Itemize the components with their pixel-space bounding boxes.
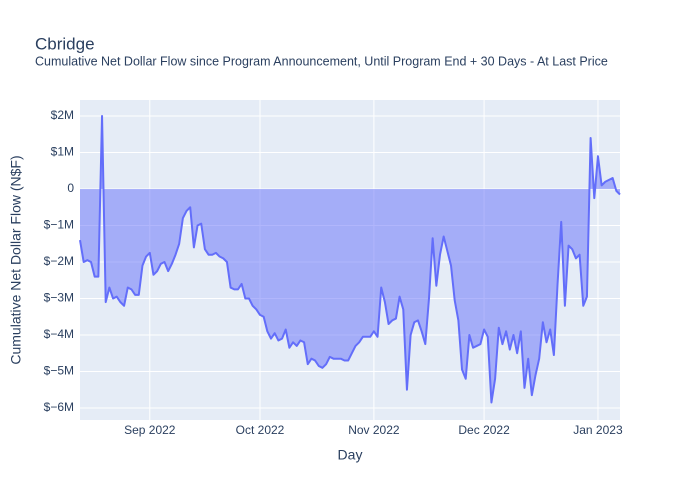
y-tick-label: $−6M [44,400,74,414]
x-tick-label: Oct 2022 [236,423,285,437]
y-tick-label: $1M [51,145,74,159]
y-tick-label: $−5M [44,364,74,378]
y-tick-label: $−4M [44,327,74,341]
y-tick-label: $−1M [44,218,74,232]
y-axis-title: Cumulative Net Dollar Flow (N$F) [8,155,24,364]
chart-title: Cbridge [35,34,95,53]
x-tick-label: Jan 2023 [573,423,623,437]
y-tick-label: $−2M [44,254,74,268]
y-tick-label: $−3M [44,291,74,305]
x-tick-label: Sep 2022 [124,423,176,437]
area-line [79,115,621,404]
x-tick-label: Nov 2022 [348,423,400,437]
chart-subtitle: Cumulative Net Dollar Flow since Program… [35,54,608,68]
x-tick-label: Dec 2022 [458,423,510,437]
y-tick-label: 0 [67,181,74,195]
x-axis-title: Day [338,447,363,463]
y-tick-label: $2M [51,108,74,122]
